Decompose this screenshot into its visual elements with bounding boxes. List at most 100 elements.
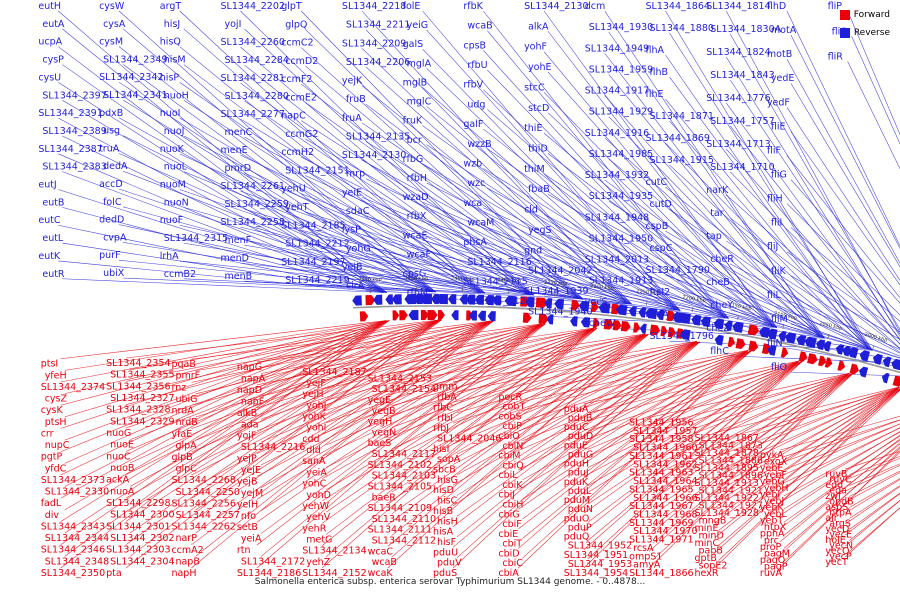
- gene-label: yecD: [825, 524, 849, 535]
- gene-arrow-inner: [612, 320, 622, 331]
- gene-label: SL1344_2103: [372, 471, 436, 482]
- leader-line: [665, 10, 870, 350]
- leader-line: [665, 274, 870, 350]
- leader-line: [779, 419, 900, 464]
- leader-line: [790, 275, 900, 340]
- leader-line: [322, 327, 594, 412]
- gene-label: wzaD: [403, 192, 429, 203]
- gene-label: yebK: [760, 503, 784, 514]
- gene-label: wzb: [463, 158, 482, 169]
- gene-arrow-inner: [408, 310, 419, 321]
- gene-arrow-outer: [436, 294, 448, 305]
- leader-line: [129, 319, 442, 557]
- gene-label: menD: [221, 253, 249, 264]
- gene-label: cysU: [38, 72, 61, 83]
- gene-label: fruK: [403, 116, 423, 127]
- gene-arrow-outer: [724, 320, 733, 331]
- gene-label: cspC: [650, 243, 673, 254]
- gene-label: SL1344_2206: [346, 57, 410, 68]
- gene-label: SL1344_2356: [106, 381, 170, 392]
- gene-label: hisM: [164, 55, 186, 66]
- gene-label: eutK: [38, 251, 61, 262]
- scale-label: 2150 kbp: [728, 302, 752, 312]
- gene-label: hexR: [695, 568, 719, 579]
- gene-label: SL1344_2151: [285, 165, 349, 176]
- gene-label: sdaC: [346, 206, 370, 217]
- leader-line: [665, 98, 870, 350]
- leader-line: [786, 299, 900, 350]
- leader-line: [522, 350, 752, 500]
- gene-arrow-outer: [448, 294, 457, 305]
- leader-line: [326, 328, 597, 401]
- gene-label: phsA: [463, 237, 487, 248]
- scale-tick: [872, 345, 875, 351]
- gene-arrow-outer: [747, 324, 760, 336]
- leader-line: [422, 163, 678, 311]
- leader-line: [783, 447, 900, 549]
- gene-label: SL1344_2350: [41, 568, 105, 579]
- gene-label: yeiB: [342, 262, 363, 273]
- leader-line: [64, 320, 390, 418]
- legend-label: Forward: [853, 10, 890, 20]
- gene-label: truA: [99, 143, 120, 154]
- leader-line: [256, 323, 543, 431]
- gene-label: yohJ: [306, 400, 326, 411]
- gene-label: menB: [225, 271, 253, 282]
- leader-line: [256, 323, 543, 546]
- gene-label: motA: [771, 25, 797, 36]
- gene-label: SL1344_2342: [99, 72, 163, 83]
- leader-line: [544, 295, 774, 328]
- gene-arrow-inner: [592, 317, 600, 329]
- gene-label: SL1344_2349: [103, 54, 167, 65]
- gene-label: yejP: [237, 454, 257, 465]
- gene-label: pduD: [568, 431, 593, 442]
- gene-arrow-inner: [420, 310, 429, 321]
- gene-label: nuoJ: [164, 126, 185, 137]
- leader-line: [730, 309, 900, 359]
- gene-label: rfbM: [407, 288, 428, 299]
- leader-line: [847, 61, 900, 170]
- leader-line: [256, 323, 543, 386]
- gene-label: cysM: [99, 37, 123, 48]
- gene-label: nupC: [45, 440, 70, 451]
- gene-label: yecT: [825, 557, 848, 568]
- gene-label: SL1344_2277: [221, 109, 285, 120]
- leader-line: [604, 95, 822, 338]
- gene-label: SL1344_2284: [225, 55, 289, 66]
- leader-line: [669, 32, 873, 351]
- gene-label: ompS1: [629, 551, 662, 562]
- leader-line: [191, 320, 491, 453]
- gene-label: dcm: [585, 1, 606, 12]
- gene-arrow-outer: [571, 299, 580, 311]
- gene-label: sbcB: [433, 465, 456, 476]
- leader-line: [191, 320, 491, 522]
- strand-legend: Forward Reverse: [820, 6, 890, 42]
- gene-arrow-outer: [678, 312, 691, 324]
- gene-arrow-inner: [580, 317, 591, 328]
- gene-label: cysP: [42, 55, 64, 66]
- gene-label: napB: [175, 556, 199, 567]
- gene-arrow-outer: [465, 294, 476, 305]
- gene-label: purF: [99, 250, 120, 261]
- gene-label: pduC: [564, 422, 589, 433]
- gene-arrow-outer: [872, 353, 883, 365]
- gene-label: cbiH: [502, 500, 523, 511]
- gene-arrow-outer: [352, 295, 362, 306]
- leader-line: [587, 361, 803, 450]
- leader-line: [244, 280, 534, 296]
- gene-label: rfbJ: [433, 423, 449, 434]
- leader-line: [130, 319, 442, 394]
- leader-line: [240, 190, 531, 296]
- gene-label: crr: [41, 428, 54, 439]
- leader-line: [391, 334, 649, 471]
- gene-label: yohF: [524, 42, 547, 53]
- gene-label: dld: [306, 445, 321, 456]
- gene-label: SL1344_2343: [41, 521, 105, 532]
- leader-line: [60, 320, 387, 545]
- gene-label: nfo: [241, 511, 256, 522]
- gene-label: cvpA: [103, 232, 127, 243]
- gene-label: SL1344_2389: [42, 126, 106, 137]
- gene-arrow-inner: [392, 310, 400, 321]
- gene-label: glpQ: [285, 19, 307, 30]
- leader-line: [391, 334, 649, 493]
